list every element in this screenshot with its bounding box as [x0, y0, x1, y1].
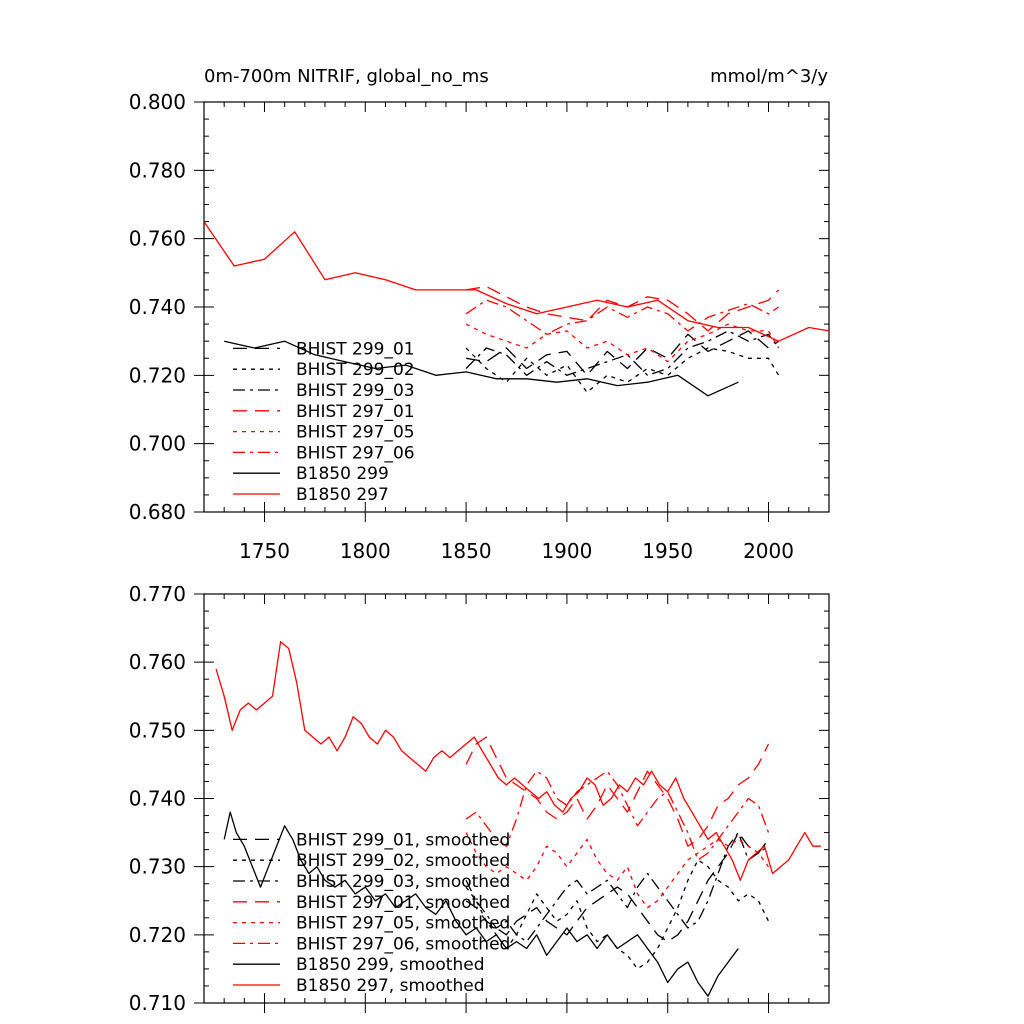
x-tick-label: 1950 [642, 539, 693, 563]
series-line-4 [465, 323, 780, 363]
series-lines [215, 641, 821, 997]
legend-label: BHIST 297_06, smoothed [296, 934, 510, 954]
series-line-7 [215, 641, 821, 881]
legend-label: B1850 297, smoothed [296, 976, 485, 996]
legend-label: BHIST 297_06 [296, 443, 415, 463]
series-line-3 [465, 736, 770, 847]
x-tick-label: 2000 [743, 539, 794, 563]
legend-label: BHIST 299_02 [296, 360, 415, 380]
legend-label: BHIST 299_01, smoothed [296, 830, 510, 850]
series-line-5 [465, 770, 770, 861]
legend-label: BHIST 299_02, smoothed [296, 851, 510, 871]
y-tick-label: 0.720 [129, 923, 186, 947]
legend-label: B1850 299 [296, 464, 389, 484]
series-line-6 [223, 811, 739, 997]
series-lines [204, 221, 829, 397]
y-tick-label: 0.740 [129, 787, 186, 811]
top-panel: 1750 1800 1850 1900 1950 2000 0.680 0.700 0.720 0… [129, 90, 830, 563]
legend-label: BHIST 297_01, smoothed [296, 893, 510, 913]
y-tick-label: 0.740 [129, 295, 186, 319]
y-tick-label: 0.750 [129, 718, 186, 742]
series-line-7 [204, 221, 829, 342]
y-tick-label: 0.800 [129, 90, 186, 114]
series-line-2 [465, 330, 780, 376]
legend-label: B1850 299, smoothed [296, 955, 485, 975]
chart-title: 0m-700m NITRIF, global_no_ms [204, 66, 489, 87]
legend-label: B1850 297 [296, 485, 389, 505]
series-line-0 [465, 831, 770, 943]
series-line-6 [224, 340, 739, 397]
x-tick-label: 1750 [239, 539, 290, 563]
x-tick-label: 1800 [340, 539, 391, 563]
legend-label: BHIST 297_05 [296, 423, 415, 443]
y-tick-label: 0.770 [129, 582, 186, 606]
units-label: mmol/m^3/y [710, 66, 828, 87]
legend-label: BHIST 297_01 [296, 402, 415, 422]
y-tick-label: 0.720 [129, 363, 186, 387]
y-tick-label: 0.700 [129, 432, 186, 456]
y-tick-label: 0.780 [129, 158, 186, 182]
y-tick-label: 0.710 [129, 991, 186, 1015]
series-line-1 [465, 347, 780, 394]
x-tick-label: 1900 [541, 539, 592, 563]
legend-label: BHIST 297_05, smoothed [296, 914, 510, 934]
legend-label: BHIST 299_03, smoothed [296, 872, 510, 892]
series-line-5 [465, 299, 779, 335]
series-line-0 [465, 330, 779, 376]
bottom-panel: 0.710 0.720 0.730 0.740 0.750 0.760 0.770 BHIST… [129, 582, 830, 1015]
y-tick-label: 0.760 [129, 650, 186, 674]
y-tick-label: 0.730 [129, 855, 186, 879]
x-tick-label: 1850 [441, 539, 492, 563]
series-line-1 [465, 859, 770, 970]
y-tick-label: 0.760 [129, 227, 186, 251]
legend-label: BHIST 299_01 [296, 339, 415, 359]
series-line-2 [465, 831, 769, 943]
y-tick-label: 0.680 [129, 500, 186, 524]
legend-label: BHIST 299_03 [296, 381, 415, 401]
